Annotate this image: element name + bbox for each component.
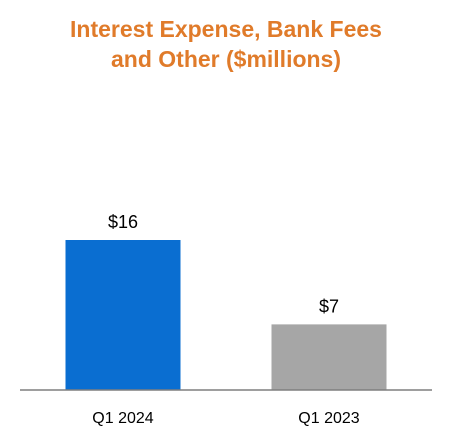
bars-group [65,240,387,390]
category-labels-group: Q1 2024 Q1 2023 [92,410,359,427]
value-label-q1-2023: $7 [319,296,339,316]
value-labels-group: $16 $7 [108,212,339,316]
value-label-q1-2024: $16 [108,212,138,232]
chart-title-line-1: Interest Expense, Bank Fees [70,16,382,42]
chart-title: Interest Expense, Bank Fees and Other ($… [0,14,452,74]
chart-title-line-2: and Other ($millions) [110,46,342,72]
category-label-q1-2024: Q1 2024 [92,410,153,427]
category-label-q1-2023: Q1 2023 [298,410,359,427]
bar-q1-2024 [65,240,181,390]
bar-q1-2023 [271,324,387,390]
